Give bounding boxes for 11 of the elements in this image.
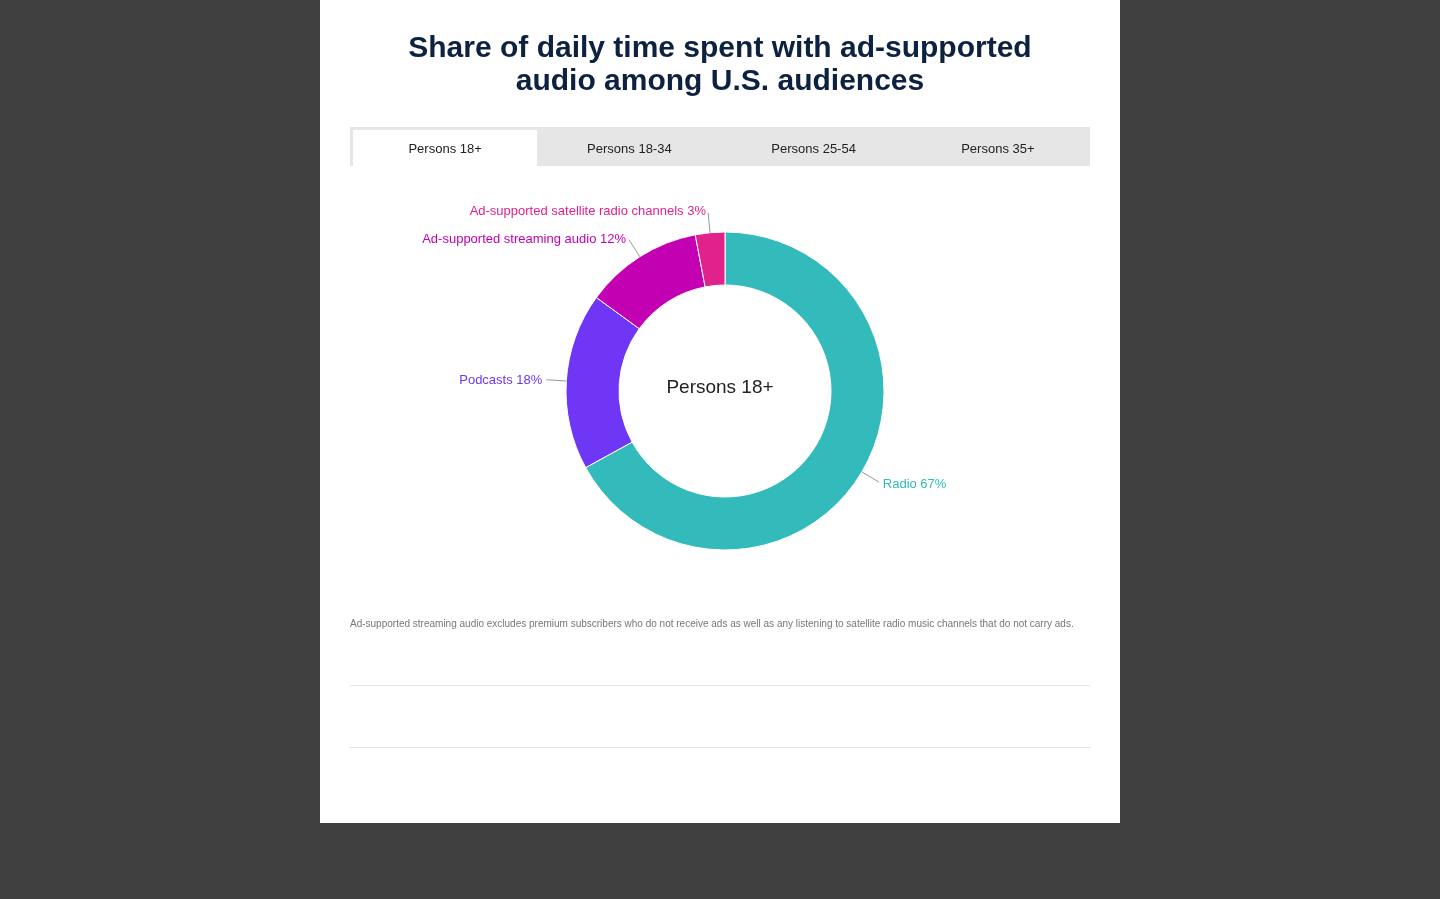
text: Ad-supported streaming audio excludes premium subscribers who do not receive ads as well as any listening to satellite radio music channels that do not carry ads. [350,617,1075,630]
text: Persons 35+ [960,139,1036,158]
text: Persons 18+ [666,375,774,397]
slice-label: Ad-supported streaming audio 12% [422,230,627,246]
chart-title: Share of daily time spent with ad-supported audio among U.S. audiences [407,30,1033,96]
slice-label: Ad-supported satellite radio channels 3% [469,203,707,219]
slice-label: Radio 67% [882,475,947,491]
text: Persons 18+ [353,130,538,166]
text: Persons 18-34 [586,139,673,158]
slice-label: Podcasts 18% [459,372,543,388]
text: Persons 25-54 [770,139,857,158]
